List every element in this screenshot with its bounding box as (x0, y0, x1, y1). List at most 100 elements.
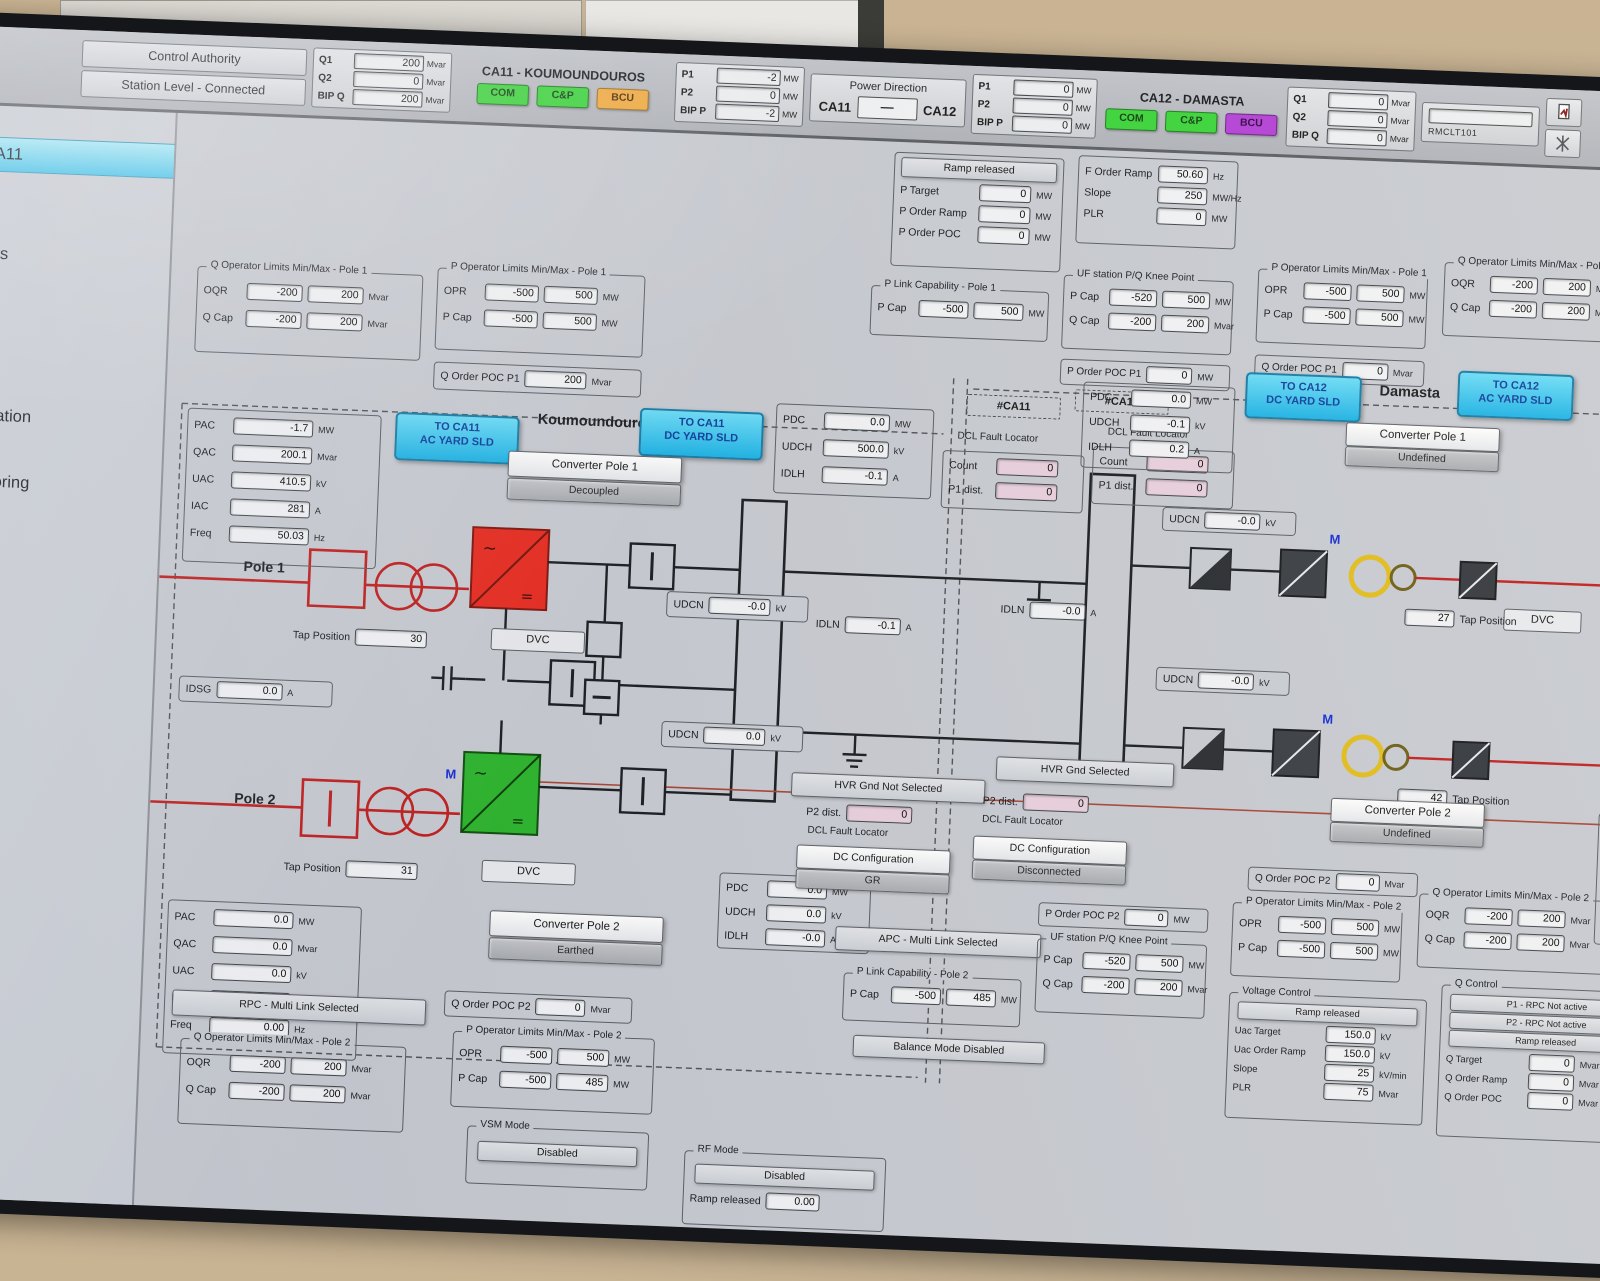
value-box[interactable]: -200 (246, 282, 303, 303)
ca11-bcu-badge[interactable]: BCU (596, 87, 649, 111)
value-box[interactable]: 75 (1323, 1082, 1374, 1102)
value-box[interactable]: -200 (1081, 975, 1130, 995)
ca12-bcu-badge[interactable]: BCU (1224, 112, 1278, 137)
value-readout: 0 (1013, 79, 1074, 98)
value-readout: 0 (715, 85, 781, 105)
field-label: IDLH (723, 929, 749, 942)
ca12-com-badge[interactable]: COM (1104, 108, 1158, 132)
ca12-cp-badge[interactable]: C&P (1164, 110, 1218, 134)
pole1-label: Pole 1 (243, 557, 286, 576)
dvc-button-pole2[interactable]: DVC (481, 859, 576, 886)
value-box[interactable]: -500 (890, 986, 942, 1006)
value-box[interactable]: 0 (1124, 908, 1169, 928)
field-label: Freq (169, 1017, 193, 1031)
unit-label: MW (601, 317, 618, 329)
ca11-cp-badge[interactable]: C&P (536, 85, 590, 109)
value-box[interactable]: 200 (1160, 314, 1210, 334)
report-button[interactable] (1545, 97, 1583, 127)
value-box[interactable]: 500 (543, 285, 599, 305)
value-box[interactable]: 500 (1330, 917, 1380, 937)
value-box[interactable]: 500 (542, 311, 598, 331)
value-box[interactable]: 500 (1135, 954, 1184, 973)
value-box[interactable]: 0 (1145, 366, 1193, 385)
value-box[interactable]: -200 (1489, 275, 1539, 295)
dvc-button-pole1[interactable]: DVC (490, 627, 586, 654)
value-readout: 0.0 (210, 962, 292, 984)
to-ca11-dc-yard-sld-button[interactable]: TO CA11 DC YARD SLD (638, 407, 765, 461)
value-box[interactable]: -500 (1277, 915, 1327, 935)
field-label: Q Order POC P2 (1254, 872, 1331, 887)
value-box[interactable]: -200 (245, 309, 302, 330)
value-box[interactable]: 500 (1161, 290, 1211, 310)
value-box[interactable]: 0 (535, 998, 586, 1018)
value-box[interactable]: -500 (498, 1070, 552, 1090)
value-box[interactable]: -200 (1107, 312, 1157, 332)
value-box[interactable]: 25 (1323, 1063, 1375, 1083)
value-box[interactable]: 200 (306, 312, 363, 332)
value-box[interactable]: 200 (1541, 301, 1591, 321)
field-label: P2 (680, 86, 694, 99)
value-box[interactable]: -200 (1464, 907, 1513, 927)
value-box[interactable]: 0 (978, 184, 1032, 204)
value-box[interactable]: -500 (499, 1045, 553, 1065)
q-op-limits-pole2-panel: Q Operator Limits Min/Max - Pole 2 OQR -2… (177, 1031, 407, 1133)
value-box[interactable]: 0 (1526, 1091, 1574, 1111)
value-box[interactable]: 0 (1527, 1072, 1575, 1092)
kv-row: Q1 0 Mvar (1293, 91, 1410, 112)
value-box[interactable]: -200 (1488, 299, 1538, 319)
value-box[interactable]: -200 (229, 1054, 286, 1075)
unit-label: MW (1034, 231, 1051, 243)
value-box[interactable]: 0 (1528, 1053, 1576, 1073)
unit-label: Mvar (426, 58, 447, 70)
value-box[interactable]: 0 (1335, 873, 1380, 892)
value-box[interactable]: -500 (483, 309, 539, 329)
value-box[interactable]: 0 (1156, 207, 1207, 227)
field-label: BIP P (976, 116, 1004, 129)
to-ca12-dc-yard-sld-button[interactable]: TO CA12 DC YARD SLD (1244, 372, 1363, 423)
value-box[interactable]: -500 (1303, 282, 1352, 302)
ca11-com-badge[interactable]: COM (476, 82, 530, 106)
value-box[interactable]: 150.0 (1324, 1044, 1376, 1064)
value-box[interactable]: 500 (973, 302, 1024, 322)
value-box[interactable]: 0.00 (765, 1192, 821, 1212)
unit-label: kV (1265, 517, 1277, 528)
value-box[interactable]: 500 (1356, 284, 1405, 304)
value-box[interactable]: 150.0 (1325, 1025, 1377, 1045)
value-box[interactable]: 200 (524, 370, 588, 390)
value-box[interactable]: 200 (1542, 277, 1592, 297)
value-box[interactable]: 50.60 (1157, 165, 1209, 185)
value-box[interactable]: -500 (1276, 939, 1326, 959)
value-box[interactable]: 200 (289, 1084, 346, 1104)
value-box[interactable]: 200 (307, 285, 364, 305)
value-box[interactable]: -520 (1108, 288, 1158, 308)
value-box[interactable]: 250 (1156, 186, 1208, 206)
value-box[interactable]: 200 (290, 1057, 347, 1077)
value-box[interactable]: -500 (484, 283, 540, 303)
value-box[interactable]: 500 (1355, 308, 1404, 328)
value-box[interactable]: -200 (228, 1081, 285, 1102)
unit-label: Mvar (1378, 1088, 1399, 1100)
value-readout: -1.7 (232, 417, 314, 438)
alarm-ack-button[interactable] (1544, 128, 1582, 158)
value-box[interactable]: 0 (978, 205, 1031, 225)
value-box[interactable]: 200 (1516, 933, 1565, 953)
value-box[interactable]: -500 (1302, 306, 1351, 326)
value-readout: -0.1 (821, 466, 889, 486)
sidebar-item-ca12[interactable]: - CA12 (0, 557, 158, 600)
value-box[interactable]: 200 (1134, 978, 1183, 997)
value-box[interactable]: 500 (1329, 941, 1379, 961)
value-box[interactable]: -500 (918, 299, 969, 319)
value-box[interactable]: 485 (555, 1072, 609, 1092)
unit-label: kV/min (1378, 1069, 1407, 1081)
value-box[interactable]: -520 (1082, 951, 1131, 971)
value-box[interactable]: 200 (1517, 909, 1566, 929)
kv-row: BIP P 0 MW (977, 114, 1091, 135)
motor-indicator: M (445, 766, 457, 782)
value-box[interactable]: 0 (977, 226, 1030, 246)
to-ca12-ac-yard-sld-button[interactable]: TO CA12 AC YARD SLD (1456, 370, 1575, 422)
to-ca11-ac-yard-sld-button[interactable]: TO CA11 AC YARD SLD (394, 411, 520, 465)
value-box[interactable]: 485 (945, 988, 997, 1008)
operator-field[interactable] (1428, 108, 1533, 128)
value-box[interactable]: -200 (1463, 931, 1512, 951)
value-box[interactable]: 500 (556, 1047, 610, 1068)
